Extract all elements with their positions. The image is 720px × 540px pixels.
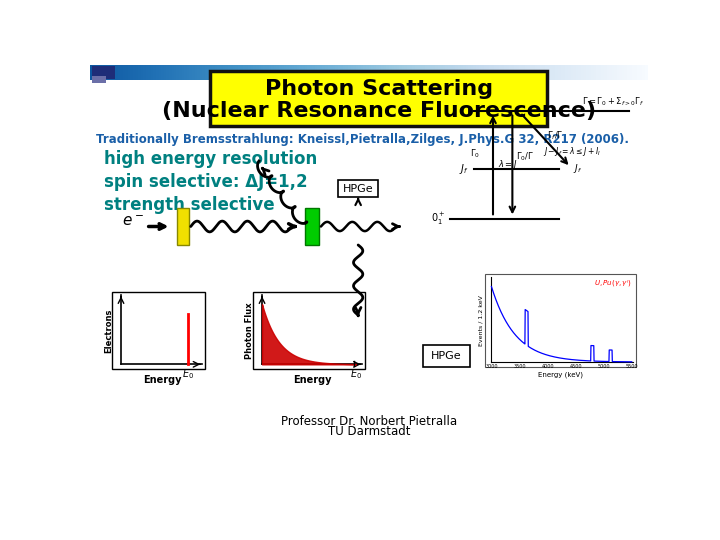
Text: Photon Scattering: Photon Scattering — [265, 79, 492, 99]
Bar — [305, 208, 320, 245]
Text: J: J — [466, 106, 469, 116]
Text: $J_f$: $J_f$ — [459, 162, 469, 176]
Text: 5000: 5000 — [598, 364, 610, 369]
Text: strength selective: strength selective — [104, 195, 274, 214]
Text: $0_1^+$: $0_1^+$ — [431, 211, 446, 227]
Text: TU Darmstadt: TU Darmstadt — [328, 426, 410, 438]
Text: Photon Flux: Photon Flux — [245, 302, 254, 359]
Text: Professor Dr. Norbert Pietralla: Professor Dr. Norbert Pietralla — [281, 415, 457, 428]
Text: 3500: 3500 — [513, 364, 526, 369]
Text: $E_0$: $E_0$ — [182, 367, 194, 381]
Text: 4500: 4500 — [570, 364, 582, 369]
Text: $J_f$: $J_f$ — [573, 162, 582, 176]
Text: Electrons: Electrons — [104, 308, 113, 353]
Text: HPGe: HPGe — [431, 351, 462, 361]
Text: Traditionally Bremsstrahlung: Kneissl,Pietralla,Zilges, J.Phys.G 32, R217 (2006): Traditionally Bremsstrahlung: Kneissl,Pi… — [96, 132, 629, 146]
Text: $U,Pu(\gamma,\gamma^\prime)$: $U,Pu(\gamma,\gamma^\prime)$ — [595, 279, 632, 290]
Text: 3000: 3000 — [485, 364, 498, 369]
Bar — [177, 208, 189, 245]
Text: Energy (keV): Energy (keV) — [539, 372, 583, 378]
Text: $J-J_f=\lambda\leq J+I_I$: $J-J_f=\lambda\leq J+I_I$ — [544, 145, 601, 158]
Bar — [112, 292, 204, 369]
Text: 5500: 5500 — [626, 364, 638, 369]
Text: 4000: 4000 — [541, 364, 554, 369]
Text: Energy: Energy — [294, 375, 332, 385]
Bar — [338, 180, 378, 197]
Text: $E_0$: $E_0$ — [350, 367, 362, 381]
Text: $\Gamma_f/\Gamma$: $\Gamma_f/\Gamma$ — [547, 130, 564, 142]
Text: Events / 1.2 keV: Events / 1.2 keV — [479, 295, 484, 346]
Bar — [253, 292, 365, 369]
Text: $\Gamma_0$: $\Gamma_0$ — [469, 147, 480, 160]
Bar — [210, 71, 547, 126]
Bar — [91, 76, 106, 83]
Text: spin selective: ΔJ=1,2: spin selective: ΔJ=1,2 — [104, 173, 307, 191]
Bar — [423, 345, 469, 367]
Text: (Nuclear Resonance Fluorescence): (Nuclear Resonance Fluorescence) — [161, 101, 595, 121]
Text: HPGe: HPGe — [343, 184, 374, 194]
Text: $e^-$: $e^-$ — [122, 214, 143, 230]
Bar — [91, 65, 114, 79]
Text: high energy resolution: high energy resolution — [104, 150, 318, 167]
Text: $\Gamma_0/\Gamma$: $\Gamma_0/\Gamma$ — [516, 151, 534, 164]
Bar — [485, 274, 636, 367]
Text: $\Gamma=\Gamma_0+\Sigma_{f>0}\Gamma_f$: $\Gamma=\Gamma_0+\Sigma_{f>0}\Gamma_f$ — [582, 96, 644, 108]
Text: $\lambda=J$: $\lambda=J$ — [498, 158, 518, 171]
Text: Energy: Energy — [143, 375, 181, 385]
